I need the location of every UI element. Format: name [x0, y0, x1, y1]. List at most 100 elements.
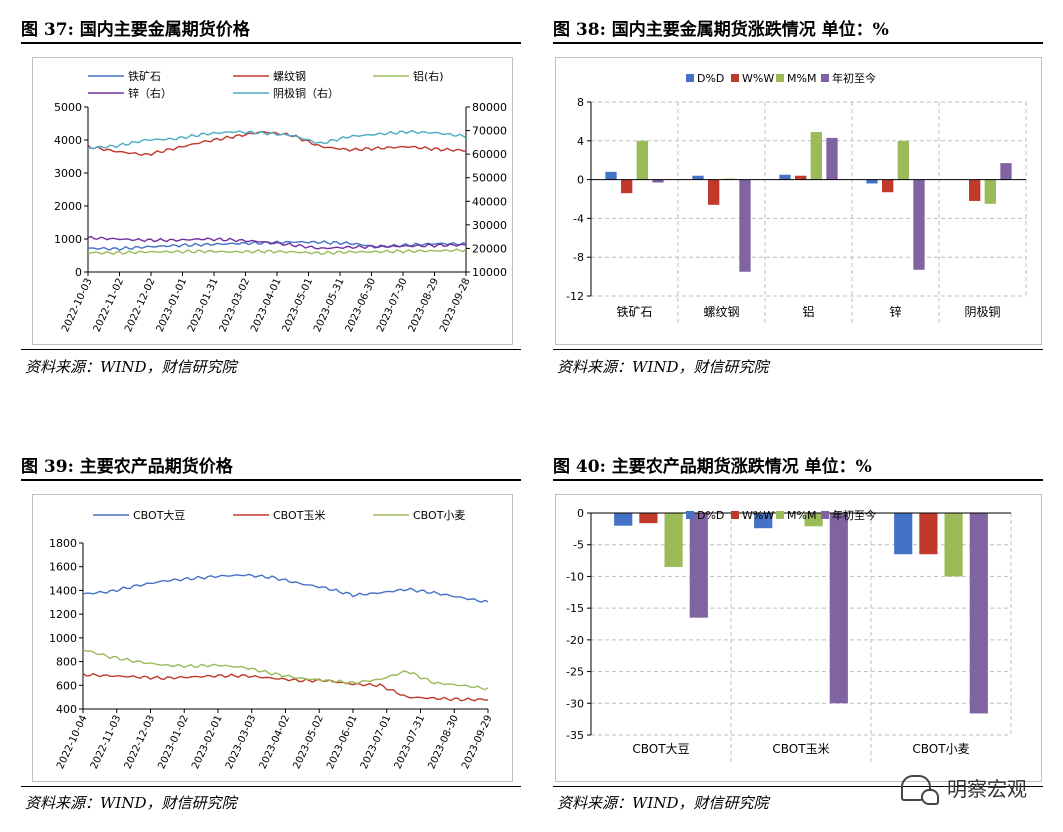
bar	[969, 179, 981, 201]
legend-label: M%M	[787, 72, 816, 85]
panel-fig40: 图 40: 主要农产品期货涨跌情况 单位：% -35 -30 -25 -20 -15 -1…	[553, 452, 1043, 822]
bar	[621, 179, 633, 194]
x-tick-label: 2023-06-01	[325, 714, 360, 771]
bar	[739, 179, 751, 272]
wechat-icon	[901, 774, 939, 805]
source-note: 资料来源：WIND，财信研究院	[557, 358, 769, 376]
y-tick-label: 400	[56, 703, 77, 716]
y-tick-label: 1400	[49, 584, 77, 597]
watermark-text: 明察宏观	[947, 777, 1027, 801]
panel-fig38: 图 38: 国内主要金属期货涨跌情况 单位：% -12 -8 -4 0 4 8 铁矿石 螺纹钢…	[553, 15, 1043, 385]
title-rule	[21, 42, 521, 44]
panel-fig37: 图 37: 国内主要金属期货价格 铁矿石 螺纹钢 铝(右) 锌（右） 阴极铜（右） 0 10…	[21, 15, 521, 385]
legend-label: 阴极铜（右）	[273, 86, 339, 100]
x-tick-label: 2023-02-01	[190, 714, 225, 771]
legend-label: M%M	[787, 509, 816, 522]
x-tick-label: 2022-10-04	[55, 714, 90, 771]
source-note: 资料来源：WIND，财信研究院	[557, 794, 769, 812]
legend-label: CBOT小麦	[413, 509, 465, 522]
y-tick-label: 4000	[54, 134, 82, 147]
x-tick-label: 2023-08-29	[407, 277, 442, 334]
bar	[754, 513, 773, 529]
metals-change-chart: -12 -8 -4 0 4 8 铁矿石 螺纹钢 铝 锌 阴极铜 D%D W%W M%M 年初至今	[566, 71, 1027, 326]
category-label: 铝	[802, 304, 814, 319]
source-rule	[553, 349, 1043, 350]
x-tick-label: 2022-12-02	[123, 277, 158, 334]
metals-price-chart: 铁矿石 螺纹钢 铝(右) 锌（右） 阴极铜（右） 0 1000 2000 3000 4000 500…	[54, 69, 507, 334]
category-label: 铁矿石	[616, 305, 652, 319]
bar	[664, 513, 683, 567]
x-tick-label: 2023-04-02	[258, 714, 293, 771]
y-tick-label-right: 60000	[472, 148, 507, 161]
x-tick-label: 2023-08-30	[426, 714, 461, 771]
y-tick-label: 3000	[54, 167, 82, 180]
category-label: CBOT玉米	[772, 742, 829, 756]
bar	[913, 179, 925, 270]
series-line	[87, 240, 467, 251]
x-tick-label: 2023-07-31	[393, 714, 428, 771]
series-line	[82, 649, 489, 691]
bar	[829, 513, 848, 704]
y-tick-label: 0	[577, 174, 584, 187]
bar	[605, 171, 617, 180]
legend-label: D%D	[697, 72, 724, 85]
x-tick-label: 2023-05-31	[312, 277, 347, 334]
series-line	[87, 130, 467, 157]
x-tick-label: 2023-03-03	[224, 714, 259, 771]
x-tick-label: 2022-11-02	[92, 277, 127, 334]
x-tick-label: 2023-09-28	[438, 277, 473, 334]
y-tick-label: -25	[566, 666, 584, 679]
y-tick-label: -8	[573, 251, 584, 264]
source-note: 资料来源：WIND，财信研究院	[25, 794, 237, 812]
bar	[639, 513, 658, 524]
chart-frame: -12 -8 -4 0 4 8 铁矿石 螺纹钢 铝 锌 阴极铜 D%D W%W M%M 年初至今	[555, 57, 1042, 345]
figure-title: 图 39: 主要农产品期货价格	[21, 457, 233, 477]
bar	[897, 140, 909, 180]
x-tick-label: 2023-01-02	[156, 714, 191, 771]
legend-swatch	[821, 511, 829, 519]
y-tick-label: 1600	[49, 561, 77, 574]
legend-label: CBOT玉米	[273, 509, 325, 522]
y-tick-label: -4	[573, 212, 584, 225]
legend-label: W%W	[742, 72, 774, 85]
bar	[894, 513, 913, 555]
legend-swatch	[686, 511, 694, 519]
bar	[636, 140, 648, 180]
series-line	[82, 573, 489, 603]
bar	[919, 513, 938, 555]
x-tick-label: 2022-10-03	[60, 277, 95, 334]
y-tick-label: -30	[566, 697, 584, 710]
y-tick-label: 4	[577, 135, 584, 148]
y-tick-label-right: 10000	[472, 266, 507, 279]
series-line	[87, 248, 467, 256]
x-tick-label: 2023-05-01	[281, 277, 316, 334]
category-label: CBOT小麦	[912, 742, 969, 756]
chart-frame: -35 -30 -25 -20 -15 -10 -5 0 CBOT大豆 CBOT玉米 CBOT小麦 D…	[555, 494, 1042, 782]
source-note: 资料来源：WIND，财信研究院	[25, 358, 237, 376]
y-tick-label: 800	[56, 656, 77, 669]
y-tick-label: 8	[577, 96, 584, 109]
x-tick-label: 2023-03-02	[218, 277, 253, 334]
bar	[1000, 163, 1012, 180]
chart-frame: 铁矿石 螺纹钢 铝(右) 锌（右） 阴极铜（右） 0 1000 2000 3000 4000 500…	[32, 57, 513, 345]
bar	[652, 179, 664, 183]
y-tick-label: 1800	[49, 537, 77, 550]
series-line	[82, 672, 489, 702]
y-tick-label: -12	[566, 290, 584, 303]
y-tick-label: -15	[566, 602, 584, 615]
x-tick-label: 2023-05-02	[291, 714, 326, 771]
y-tick-label: -10	[566, 570, 584, 583]
legend-label: 铝(右)	[413, 69, 444, 83]
legend-swatch	[821, 74, 829, 82]
y-tick-label: 600	[56, 679, 77, 692]
category-label: 螺纹钢	[703, 305, 739, 319]
source-rule	[21, 349, 521, 350]
title-rule	[553, 479, 1043, 481]
title-rule	[21, 479, 521, 481]
figure-title: 图 37: 国内主要金属期货价格	[21, 20, 250, 40]
series-line	[87, 235, 467, 250]
y-tick-label: -5	[573, 539, 584, 552]
legend-label: 铁矿石	[128, 70, 161, 83]
bar	[944, 513, 963, 577]
chart-frame: CBOT大豆 CBOT玉米 CBOT小麦 400 600 800 1000 1200 1400 1…	[32, 494, 513, 782]
